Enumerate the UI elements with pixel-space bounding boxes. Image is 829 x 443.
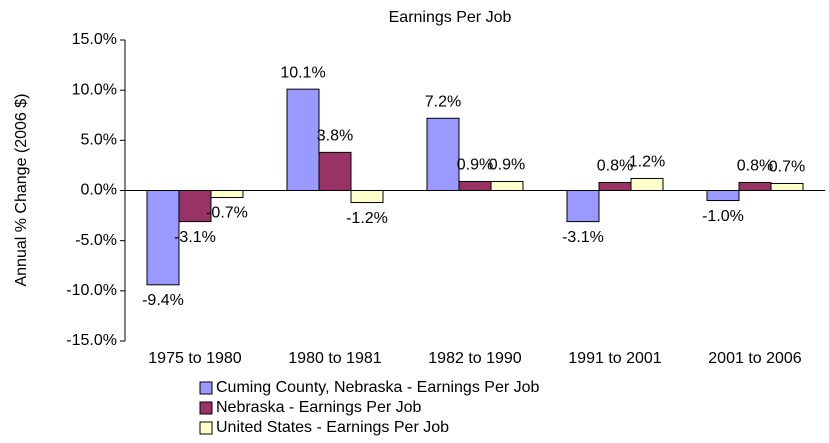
y-axis-label: Annual % Change (2006 $) — [13, 93, 30, 286]
data-label: 1.2% — [629, 154, 665, 171]
y-tick-label: 0.0% — [81, 182, 117, 199]
legend-swatch — [199, 381, 213, 395]
y-tick-label: 5.0% — [81, 132, 117, 149]
y-tick-label: -5.0% — [75, 232, 117, 249]
x-tick-label: 1980 to 1981 — [288, 350, 382, 367]
data-label: 0.8% — [597, 158, 633, 175]
bar — [210, 190, 244, 199]
data-label: 0.8% — [737, 158, 773, 175]
legend-swatch — [199, 421, 213, 435]
y-tick-label: 10.0% — [72, 81, 117, 98]
legend-swatch — [199, 401, 213, 415]
bar — [738, 181, 772, 191]
data-label: 7.2% — [425, 93, 461, 110]
bar — [286, 88, 320, 191]
bar — [178, 190, 212, 223]
chart-title: Earnings Per Job — [389, 9, 512, 26]
bar — [706, 190, 740, 202]
data-label: -9.4% — [142, 292, 184, 309]
bar — [458, 180, 492, 192]
data-label: -3.1% — [562, 229, 604, 246]
bar — [566, 190, 600, 223]
y-tick-label: -10.0% — [66, 282, 117, 299]
y-tick-label: -15.0% — [66, 332, 117, 349]
bar — [490, 180, 524, 192]
data-label: 0.9% — [457, 157, 493, 174]
y-tick-label: 15.0% — [72, 31, 117, 48]
legend-label: Cuming County, Nebraska - Earnings Per J… — [216, 379, 540, 396]
bar — [318, 151, 352, 192]
bar — [630, 177, 664, 192]
x-tick-label: 1991 to 2001 — [568, 350, 662, 367]
data-label: -1.0% — [702, 208, 744, 225]
x-tick-label: 1982 to 1990 — [428, 350, 522, 367]
bar — [350, 190, 384, 204]
bar — [770, 182, 804, 192]
x-tick-label: 1975 to 1980 — [148, 350, 242, 367]
data-label: -3.1% — [174, 229, 216, 246]
bar — [146, 190, 180, 286]
data-label: 10.1% — [280, 64, 325, 81]
data-label: 0.7% — [769, 159, 805, 176]
legend-label: United States - Earnings Per Job — [216, 419, 449, 436]
data-label: 3.8% — [317, 128, 353, 145]
data-label: -0.7% — [206, 205, 248, 222]
bar — [598, 181, 632, 191]
x-tick-label: 2001 to 2006 — [708, 350, 802, 367]
data-label: -1.2% — [346, 210, 388, 227]
legend-label: Nebraska - Earnings Per Job — [216, 399, 422, 416]
bar — [426, 117, 460, 191]
data-label: 0.9% — [489, 157, 525, 174]
